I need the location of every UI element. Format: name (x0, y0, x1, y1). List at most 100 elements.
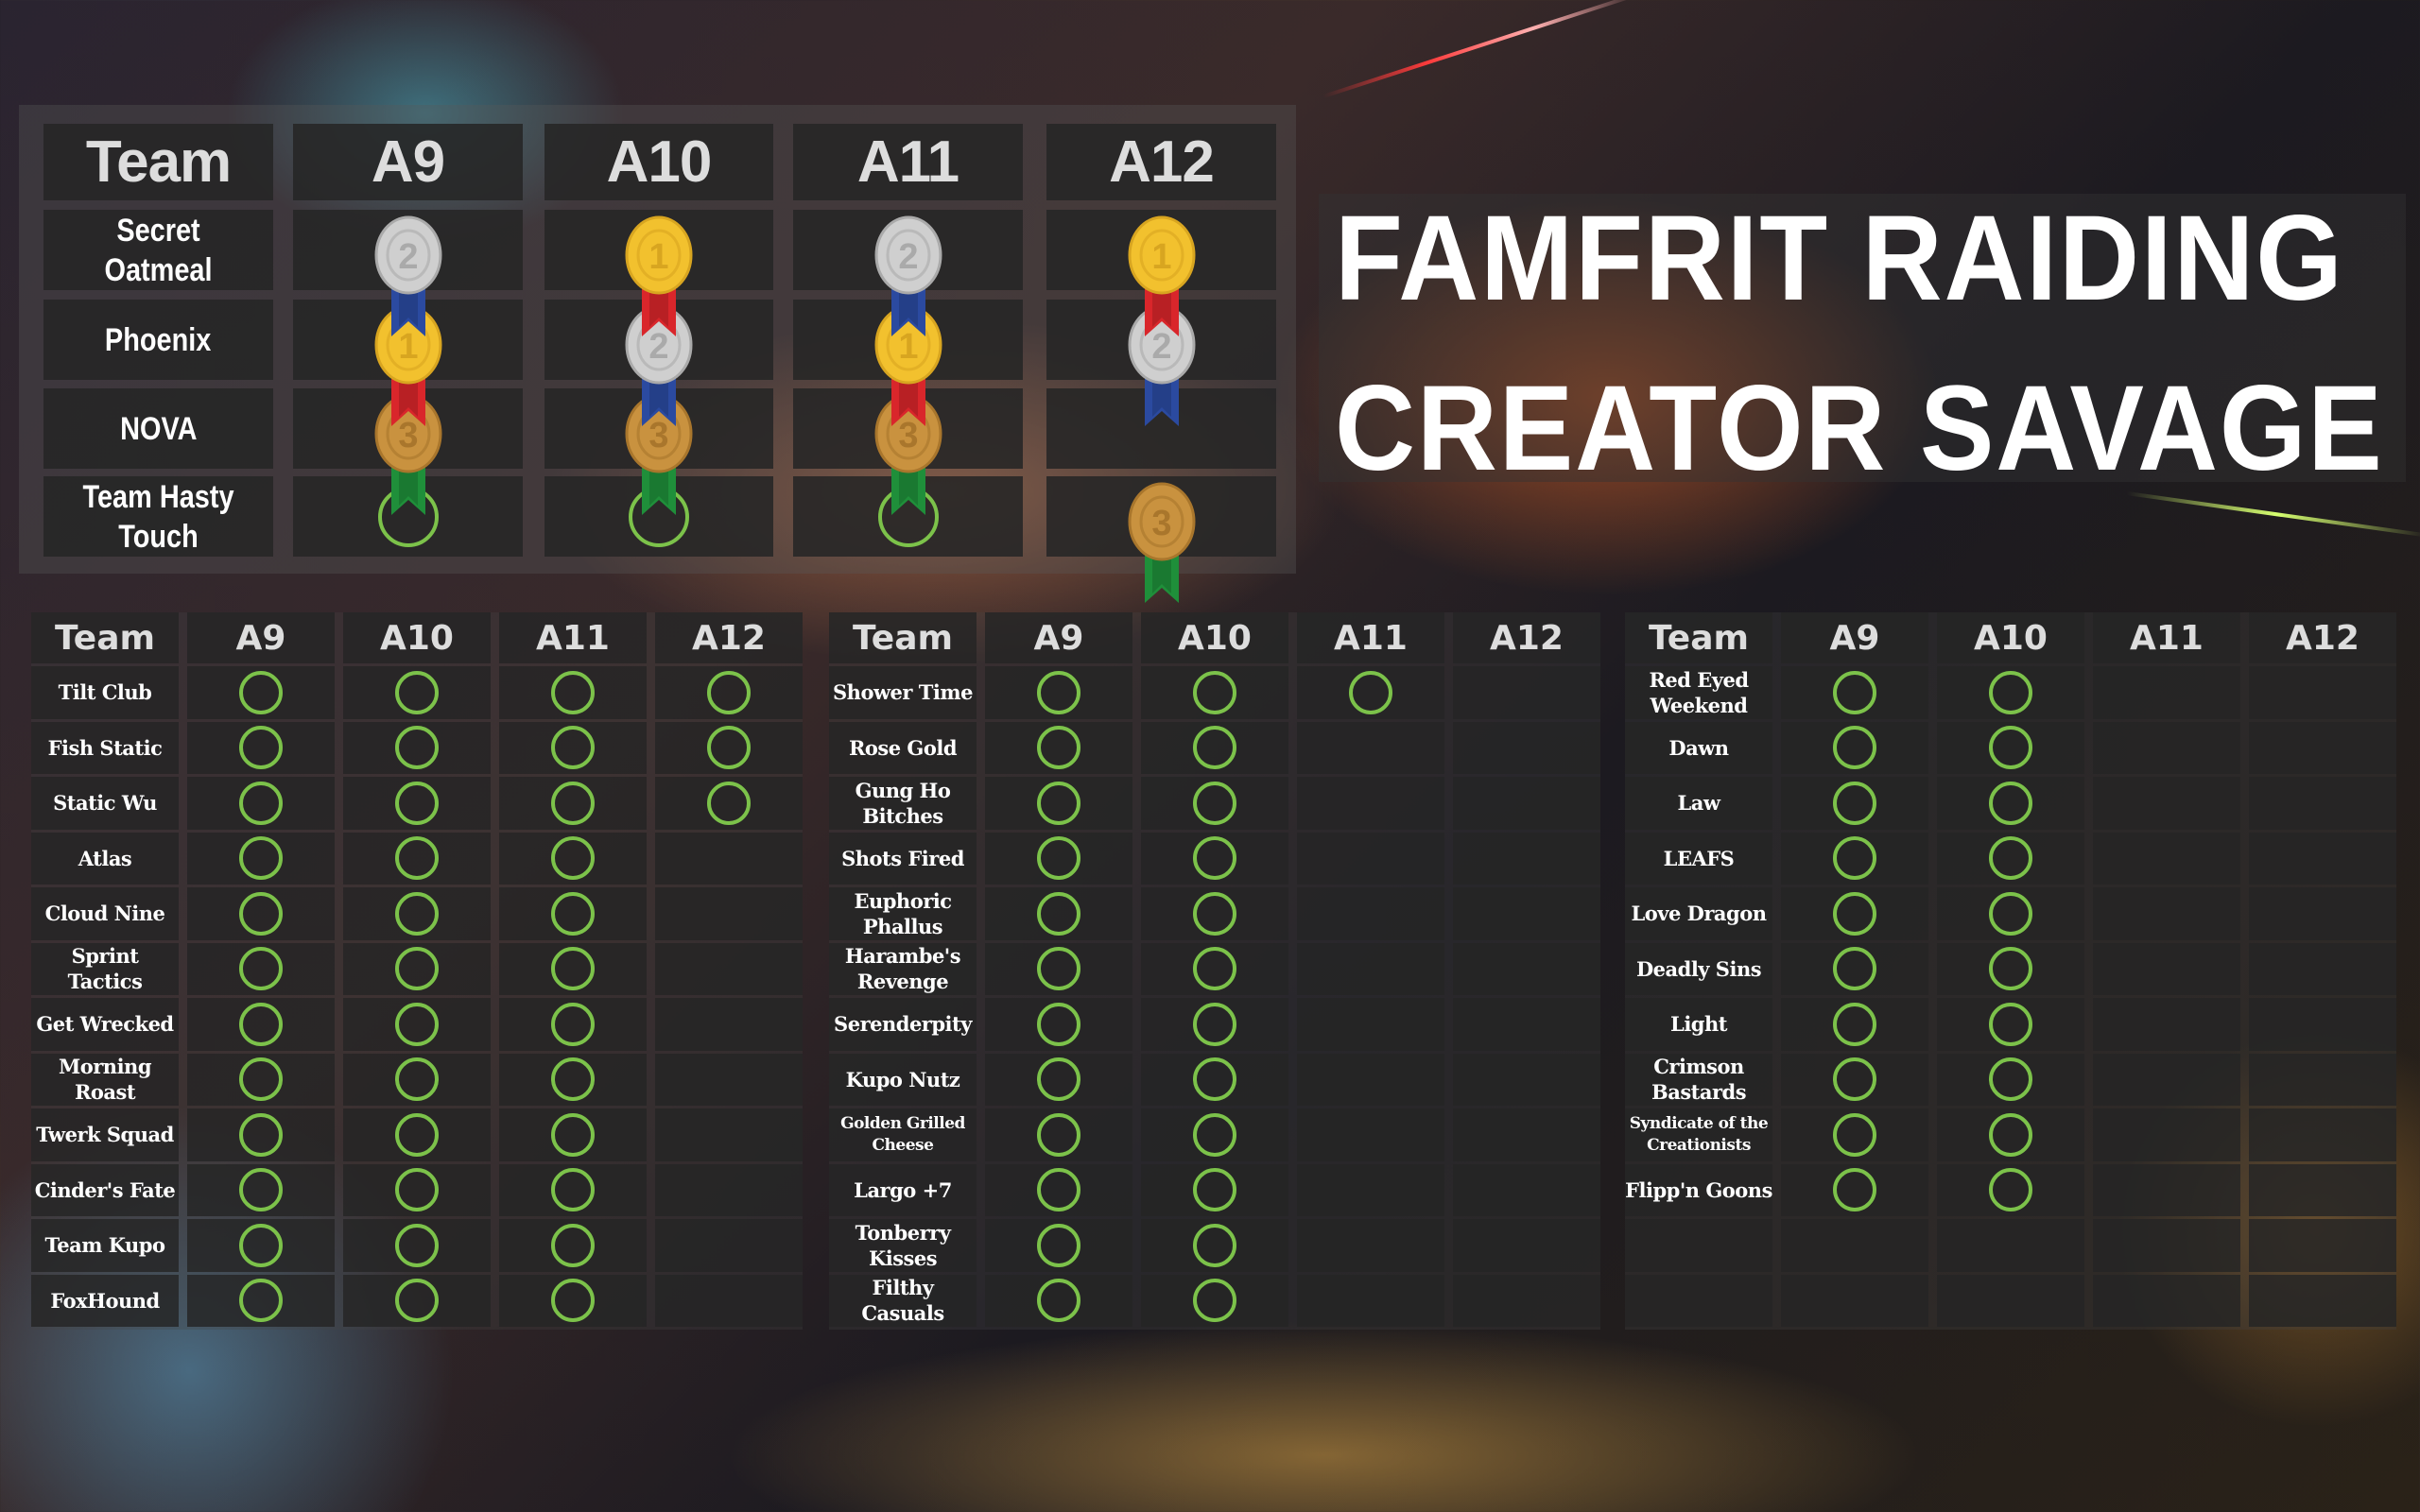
cleared-ring-icon (1193, 1168, 1236, 1212)
team-name: Phoenix (105, 321, 212, 358)
table-header-a12: A12 (1453, 612, 1600, 663)
title-line-2: CREATOR SAVAGE (1335, 361, 2384, 496)
team-name: Team Kupo (44, 1233, 165, 1258)
clear-cell (1297, 666, 1444, 719)
cleared-ring-icon (1193, 1112, 1236, 1157)
cleared-ring-icon (1833, 891, 1876, 936)
team-row-name: Twerk Squad (31, 1108, 179, 1161)
team-name: Dawn (1668, 735, 1729, 760)
clear-cell (187, 1053, 335, 1106)
team-name: Harambe's Revenge (844, 944, 961, 994)
table-header-a12: A12 (2249, 612, 2396, 663)
team-row-name: Static Wu (31, 777, 179, 830)
cleared-ring-icon (1193, 781, 1236, 825)
team-row-name: Shots Fired (829, 832, 977, 885)
team-name: Static Wu (53, 791, 157, 816)
svg-text:1: 1 (398, 327, 418, 367)
svg-text:3: 3 (898, 416, 918, 455)
clear-cell (1781, 721, 1928, 774)
team-name: Secret Oatmeal (104, 212, 213, 288)
clear-cell (343, 1108, 491, 1161)
cleared-ring-icon (1037, 947, 1080, 991)
team-row-name: Tonberry Kisses (829, 1219, 977, 1272)
team-row-name: Gung Ho Bitches (829, 777, 977, 830)
team-name: Serenderpity (834, 1012, 972, 1037)
clear-cell (2093, 1053, 2240, 1106)
title-line-1: FAMFRIT RAIDING (1335, 191, 2344, 326)
clear-cell (1937, 1053, 2084, 1106)
team-name: Twerk Squad (36, 1123, 174, 1147)
clear-cell (655, 721, 803, 774)
clear-cell (343, 666, 491, 719)
table-header-team: Team (829, 612, 977, 663)
team-name: Largo +7 (854, 1177, 952, 1202)
clear-cell (1937, 1274, 2084, 1327)
clear-cell (2249, 1219, 2396, 1272)
bronze-medal-icon: 3 (1128, 482, 1196, 605)
podium-row-team: Phoenix (43, 300, 273, 380)
team-name: Syndicate of the Creationists (1629, 1113, 1769, 1155)
clear-cell (1141, 832, 1288, 885)
clear-cell (187, 1219, 335, 1272)
cleared-ring-icon (395, 1279, 439, 1323)
cleared-ring-icon (1193, 947, 1236, 991)
clear-cell (655, 998, 803, 1051)
clear-cell (1781, 1163, 1928, 1216)
cleared-ring-icon (1833, 1112, 1876, 1157)
team-row-name: Serenderpity (829, 998, 977, 1051)
cleared-ring-icon (239, 1223, 283, 1267)
clear-cell (2093, 666, 2240, 719)
clear-cell (1453, 777, 1600, 830)
clear-cell (187, 777, 335, 830)
clear-cell (655, 1053, 803, 1106)
clear-cell (1937, 1108, 2084, 1161)
clear-cell (1937, 1219, 2084, 1272)
clear-cell (1453, 998, 1600, 1051)
cleared-ring-icon (1833, 947, 1876, 991)
team-name: Tilt Club (58, 680, 152, 705)
clear-cell (2249, 777, 2396, 830)
gold-medal-icon: 1 (1128, 215, 1196, 338)
cleared-ring-icon (395, 836, 439, 881)
clear-cell (2093, 832, 2240, 885)
team-name: Kupo Nutz (845, 1067, 960, 1091)
cleared-ring-icon (707, 670, 751, 714)
clear-cell (343, 998, 491, 1051)
table-header-a9: A9 (1781, 612, 1928, 663)
cleared-ring-icon (551, 947, 595, 991)
podium-header-team: Team (43, 124, 273, 200)
cleared-ring-icon (551, 1057, 595, 1102)
cleared-ring-icon (551, 891, 595, 936)
cleared-ring-icon (239, 1168, 283, 1212)
clear-cell (2093, 998, 2240, 1051)
cleared-ring-icon (1989, 1168, 2032, 1212)
cleared-ring-icon (395, 947, 439, 991)
team-row-name: Tilt Club (31, 666, 179, 719)
team-name: Filthy Casuals (861, 1276, 944, 1326)
table-header-a12: A12 (655, 612, 803, 663)
clear-cell (985, 942, 1132, 995)
clear-cell (1297, 1108, 1444, 1161)
cleared-ring-icon (1037, 836, 1080, 881)
clear-cell (499, 832, 647, 885)
clear-cell (1297, 777, 1444, 830)
clear-cell (985, 887, 1132, 940)
table-header-a11: A11 (1297, 612, 1444, 663)
cleared-ring-icon (551, 836, 595, 881)
clear-cell (2093, 1274, 2240, 1327)
podium-cell: 3 (1046, 476, 1276, 603)
cleared-ring-icon (1037, 1112, 1080, 1157)
table-header-a11: A11 (2093, 612, 2240, 663)
clear-cell (1781, 942, 1928, 995)
clear-cell (2249, 666, 2396, 719)
progress-table-2: Team A9 A10 A11 A12 Shower Time Rose Gold Gung … (829, 612, 1600, 1330)
clear-cell (2093, 1163, 2240, 1216)
clear-cell (655, 1163, 803, 1216)
team-name: Sprint Tactics (67, 944, 143, 994)
table-header-a9: A9 (985, 612, 1132, 663)
team-name: Shower Time (833, 680, 973, 705)
clear-cell (985, 777, 1132, 830)
team-name: Euphoric Phallus (854, 888, 952, 938)
cleared-ring-icon (395, 781, 439, 825)
team-row-name: Get Wrecked (31, 998, 179, 1051)
